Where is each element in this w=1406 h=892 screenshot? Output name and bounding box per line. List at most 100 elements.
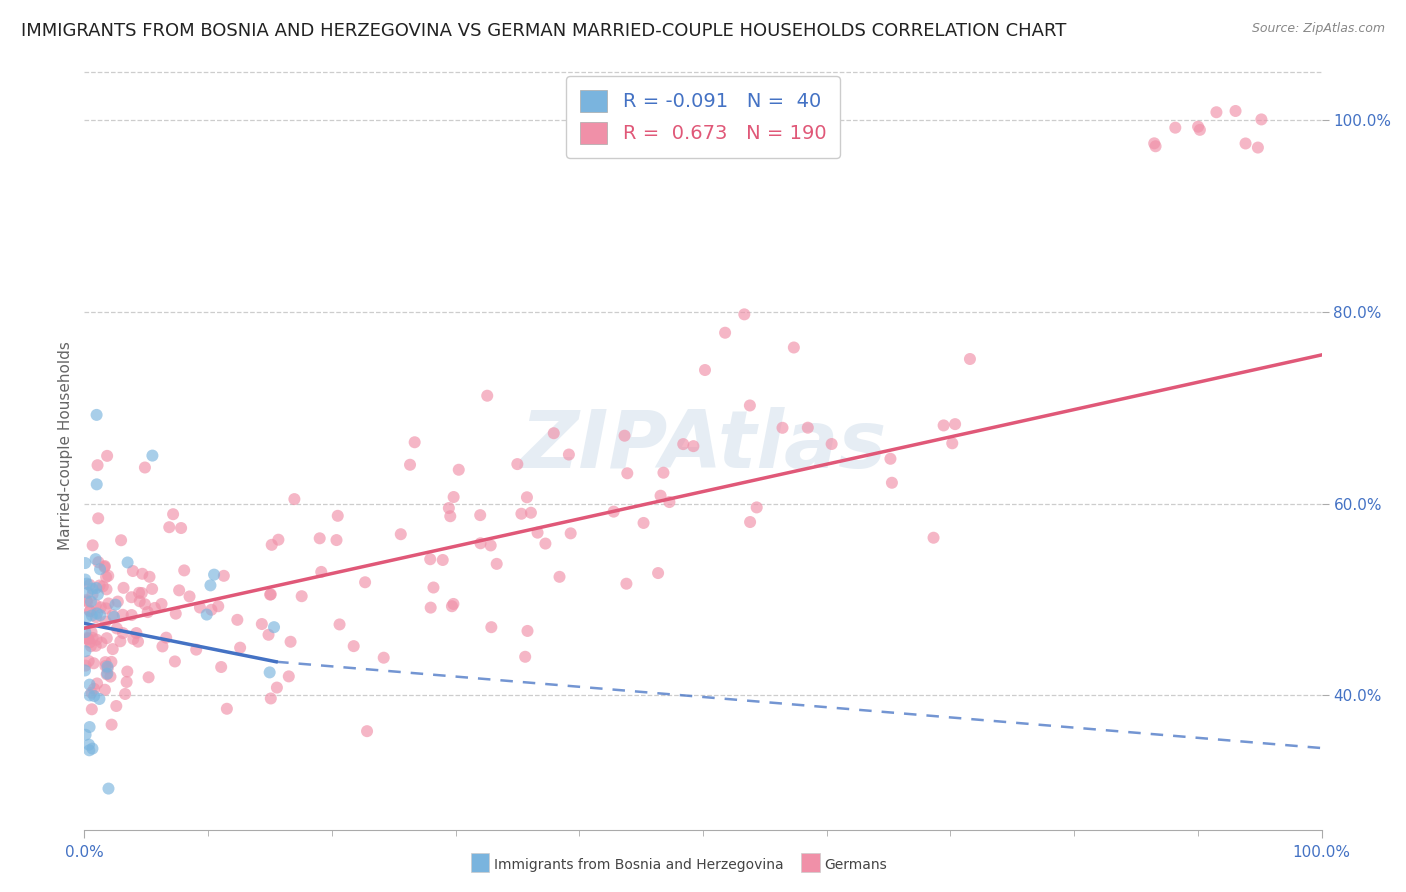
Point (922, 531, 945, 545)
Point (115, 675, 138, 690)
Point (682, 439, 704, 453)
Point (485, 557, 508, 571)
Text: IMMIGRANTS FROM BOSNIA AND HERZEGOVINA VS GERMAN MARRIED-COUPLE HOUSEHOLDS CORRE: IMMIGRANTS FROM BOSNIA AND HERZEGOVINA V… (21, 22, 1067, 40)
Point (80, 702, 103, 716)
Point (633, 516, 655, 530)
Point (202, 567, 225, 582)
Point (419, 552, 441, 566)
Point (104, 598, 127, 612)
Point (152, 640, 174, 654)
Point (75, 573, 97, 587)
Point (354, 575, 377, 590)
Point (125, 626, 148, 640)
Point (77, 654, 100, 668)
Point (510, 507, 533, 521)
Point (100, 717, 122, 731)
Point (76, 610, 98, 624)
Point (280, 634, 302, 648)
Point (745, 500, 768, 515)
Point (404, 435, 426, 450)
Point (138, 670, 160, 684)
Point (90, 636, 112, 650)
Point (328, 617, 350, 632)
Point (75, 593, 97, 607)
Point (959, 351, 981, 366)
Point (89, 608, 111, 623)
Point (79, 743, 101, 757)
Point (122, 564, 145, 578)
Point (96, 449, 118, 463)
Point (80, 594, 103, 608)
Point (94, 659, 117, 673)
Point (447, 463, 470, 477)
Point (134, 460, 156, 475)
Point (209, 660, 232, 674)
Point (186, 642, 208, 657)
Point (89, 692, 111, 706)
Point (76, 632, 98, 647)
Point (558, 448, 581, 462)
Point (77, 738, 100, 752)
Point (93, 560, 115, 574)
Point (155, 631, 177, 645)
Point (479, 538, 502, 552)
Point (534, 536, 557, 550)
Point (127, 634, 149, 648)
Point (79, 635, 101, 649)
Point (87, 555, 110, 569)
Point (110, 533, 132, 548)
Point (97, 661, 120, 675)
Point (76, 586, 98, 600)
Point (89, 562, 111, 576)
Point (82, 538, 104, 552)
Point (87, 511, 110, 525)
Point (86, 458, 108, 473)
Point (110, 634, 132, 648)
Point (560, 526, 582, 541)
Point (162, 507, 184, 521)
Point (121, 591, 143, 605)
Point (543, 426, 565, 441)
Point (96, 631, 118, 645)
Point (506, 457, 529, 471)
Point (163, 655, 186, 669)
Point (283, 492, 305, 507)
Point (96, 582, 118, 597)
Point (84, 552, 107, 566)
Point (76, 594, 98, 608)
Point (114, 687, 136, 701)
Point (82, 741, 104, 756)
Point (652, 466, 675, 480)
Point (325, 533, 347, 547)
Point (179, 590, 201, 604)
Point (207, 599, 229, 614)
Point (121, 608, 143, 623)
Point (260, 587, 283, 601)
Point (84, 610, 107, 624)
Point (86, 477, 108, 491)
Point (1205, 105, 1227, 120)
Y-axis label: Married-couple Households: Married-couple Households (58, 342, 73, 550)
Point (200, 603, 222, 617)
Point (96, 666, 118, 681)
Point (277, 669, 299, 683)
Point (343, 639, 366, 653)
Point (82, 587, 104, 601)
Point (89, 578, 111, 592)
Point (83, 689, 105, 703)
Point (772, 421, 794, 435)
Point (470, 508, 492, 522)
Point (479, 620, 502, 634)
Point (75, 644, 97, 658)
Point (100, 670, 122, 684)
Point (167, 583, 190, 598)
Point (111, 607, 134, 622)
Point (100, 655, 122, 669)
Point (714, 326, 737, 340)
Point (94, 615, 117, 629)
Point (173, 563, 195, 577)
Point (80, 608, 103, 623)
Point (1164, 120, 1187, 135)
Point (94, 682, 117, 697)
Point (111, 626, 134, 640)
